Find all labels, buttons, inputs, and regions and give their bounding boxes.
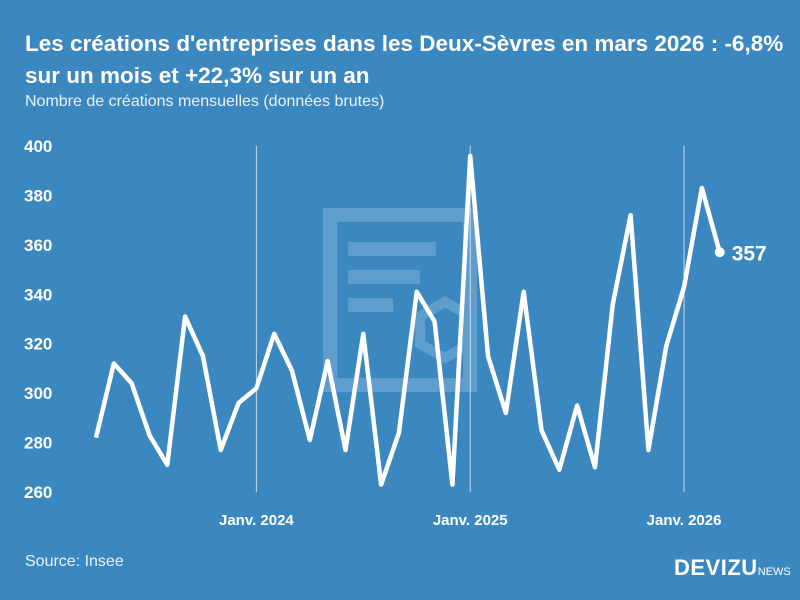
y-tick-label: 260 [24,483,52,502]
y-tick-label: 400 [24,137,52,156]
y-tick-label: 320 [24,335,52,354]
watermark-icon [323,208,477,392]
y-tick-label: 300 [24,384,52,403]
y-tick-label: 380 [24,186,52,205]
devizu-logo: DEVIZUNEWS [674,555,791,580]
y-tick-label: 360 [24,236,52,255]
x-tick-label: Janv. 2026 [647,512,722,529]
x-tick-label: Janv. 2024 [219,512,294,529]
y-tick-label: 280 [24,434,52,453]
source-note: Source: Insee [25,553,124,570]
last-value-label: 357 [732,242,767,265]
x-tick-label: Janv. 2025 [433,512,508,529]
series-line [93,153,722,487]
chart-subtitle: Nombre de créations mensuelles (données … [25,93,385,110]
y-tick-label: 340 [24,285,52,304]
last-point-marker [714,247,725,258]
chart-title: Les créations d'entreprises dans les Deu… [25,31,784,88]
